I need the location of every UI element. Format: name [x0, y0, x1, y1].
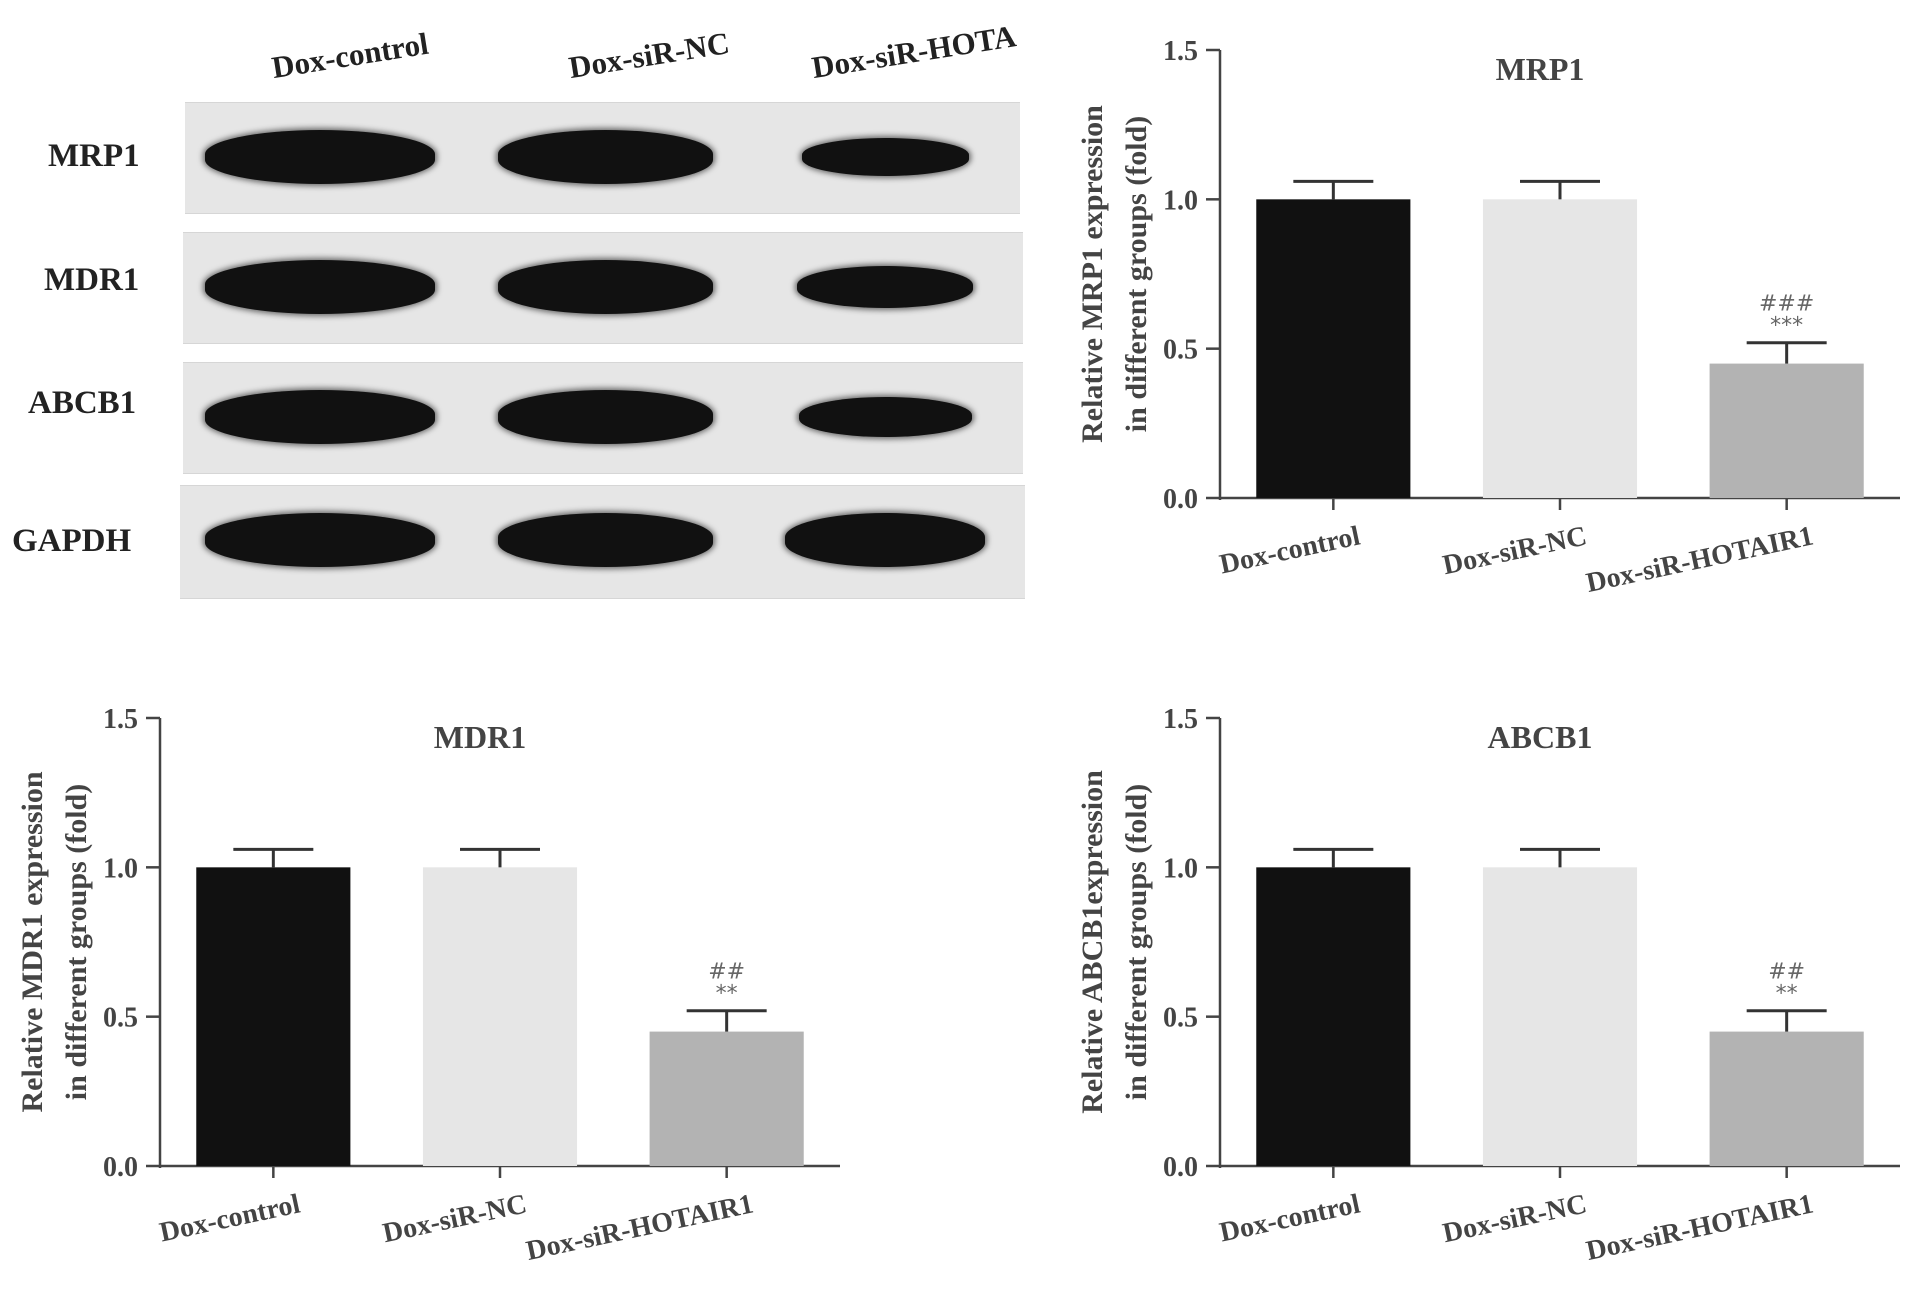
bar	[1709, 363, 1864, 498]
blot-band	[798, 396, 972, 438]
x-category-label: Dox-siR-HOTAIR1	[523, 1189, 756, 1267]
y-tick-label: 1.0	[1163, 853, 1198, 884]
blot-band	[797, 266, 973, 308]
y-axis-label: in different groups (fold)	[1120, 116, 1153, 432]
bar	[1482, 867, 1638, 1166]
abcb1-bar-chart-svg: 0.0 0.5 1.0 1.5 ABCB1 Relative ABCB1expressio…	[1076, 704, 1900, 1267]
significance-label: ##	[708, 960, 745, 985]
blot-band	[497, 260, 713, 314]
x-category-label: Dox-siR-HOTAIR1	[1583, 521, 1816, 599]
bar	[1482, 199, 1638, 499]
significance-label: **	[716, 982, 738, 1007]
x-category-label: Dox-siR-NC	[1440, 521, 1589, 582]
blot-band	[205, 513, 435, 567]
blot-band	[205, 390, 435, 444]
chart-title: MDR1	[434, 719, 526, 755]
significance-label: ***	[1770, 314, 1803, 339]
blot-row-label: MDR1	[44, 262, 140, 298]
y-tick-label: 1.5	[1163, 704, 1198, 735]
y-tick-label: 0.5	[1163, 335, 1198, 366]
blot-row-label: ABCB1	[28, 385, 137, 421]
x-category-label: Dox-control	[1217, 1188, 1363, 1248]
y-axis-label: Relative MDR1 expression	[16, 771, 49, 1112]
y-tick-label: 0.0	[1163, 1152, 1198, 1183]
chart-title: MRP1	[1496, 51, 1585, 87]
bar	[649, 1031, 804, 1166]
y-axis-label: in different groups (fold)	[60, 784, 93, 1100]
y-tick-label: 0.5	[103, 1003, 138, 1034]
x-category-label: Dox-control	[157, 1188, 303, 1248]
bar	[196, 867, 351, 1166]
bar	[422, 867, 578, 1166]
mrp1-bar-chart: 0.0 0.5 1.0 1.5 MRP1 Relative MRP1 expression…	[1060, 20, 1910, 650]
x-category-label: Dox-control	[1217, 520, 1363, 580]
y-tick-label: 0.0	[1163, 484, 1198, 515]
mdr1-bar-chart: 0.0 0.5 1.0 1.5 MDR1 Relative MDR1 expression…	[0, 688, 860, 1292]
y-tick-label: 1.5	[103, 704, 138, 735]
y-axis-label: Relative ABCB1expression	[1076, 770, 1109, 1114]
y-tick-label: 1.0	[103, 853, 138, 884]
y-axis-label: Relative MRP1 expression	[1076, 105, 1109, 443]
mrp1-bar-chart-svg: 0.0 0.5 1.0 1.5 MRP1 Relative MRP1 expression…	[1076, 36, 1900, 599]
blot-row-label: GAPDH	[12, 523, 132, 559]
significance-label: ###	[1759, 292, 1814, 317]
blot-lane-header: Dox-control	[269, 25, 431, 86]
blot-row-label: MRP1	[48, 138, 140, 174]
blot-lane-header: Dox-siR-HOTA	[809, 18, 1019, 86]
blot-band	[497, 130, 713, 184]
blot-band	[497, 390, 713, 444]
x-category-label: Dox-siR-NC	[1440, 1189, 1589, 1250]
y-axis-label: in different groups (fold)	[1120, 784, 1153, 1100]
blot-band	[801, 138, 969, 176]
abcb1-bar-chart: 0.0 0.5 1.0 1.5 ABCB1 Relative ABCB1expressio…	[1060, 688, 1910, 1292]
significance-label: **	[1776, 982, 1798, 1007]
bar	[1256, 199, 1411, 499]
y-tick-label: 0.0	[103, 1152, 138, 1183]
blot-lane-header: Dox-siR-NC	[566, 25, 732, 86]
bar	[1256, 867, 1411, 1166]
chart-title: ABCB1	[1488, 719, 1593, 755]
western-blot-panel: Dox-control Dox-siR-NC Dox-siR-HOTA MRP1…	[0, 0, 1030, 610]
y-tick-label: 0.5	[1163, 1003, 1198, 1034]
blot-band	[785, 513, 985, 567]
x-category-label: Dox-siR-HOTAIR1	[1583, 1189, 1816, 1267]
bar	[1709, 1031, 1864, 1166]
y-tick-label: 1.0	[1163, 185, 1198, 216]
blot-band	[205, 260, 435, 314]
y-tick-label: 1.5	[1163, 36, 1198, 67]
significance-label: ##	[1768, 960, 1805, 985]
x-category-label: Dox-siR-NC	[380, 1189, 529, 1250]
blot-band	[205, 130, 435, 184]
mdr1-bar-chart-svg: 0.0 0.5 1.0 1.5 MDR1 Relative MDR1 expression…	[16, 704, 840, 1267]
blot-band	[497, 513, 713, 567]
